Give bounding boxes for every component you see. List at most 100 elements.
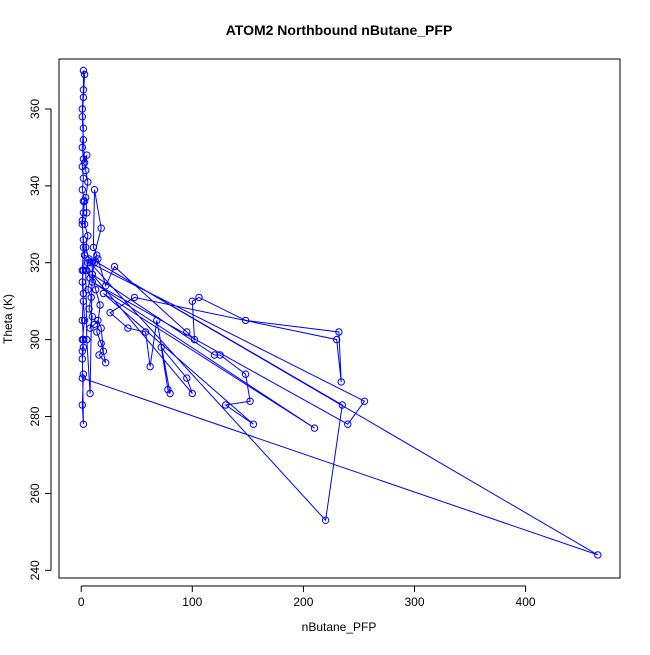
y-axis-label: Theta (K) — [1, 294, 15, 344]
data-point — [310, 424, 319, 432]
data-point — [141, 328, 150, 336]
y-axis: 240 260 280 300 320 340 360 — [28, 99, 52, 580]
data-point — [83, 151, 91, 159]
data-point — [183, 328, 191, 336]
data-point — [110, 262, 119, 271]
data-point — [166, 389, 174, 398]
y-tick-label: 280 — [28, 406, 42, 426]
data-point — [84, 232, 92, 240]
data-point — [78, 401, 87, 409]
data-point — [102, 359, 110, 367]
data-point — [333, 335, 341, 344]
x-axis: 0 100 200 300 400 — [78, 585, 536, 609]
data-point — [82, 193, 90, 202]
data-point — [79, 289, 88, 298]
data-point — [78, 105, 87, 113]
data-point — [79, 243, 88, 252]
x-tick-label: 400 — [516, 595, 536, 609]
x-axis-label: nButane_PFP — [302, 620, 377, 634]
data-point — [106, 309, 114, 317]
data-point — [86, 389, 94, 398]
data-point — [80, 251, 89, 259]
data-point — [79, 66, 88, 75]
data-point — [78, 266, 87, 275]
data-point — [89, 243, 98, 252]
data-point — [80, 159, 89, 167]
data-point — [83, 209, 91, 217]
series-layer — [78, 66, 602, 559]
data-point — [79, 335, 88, 344]
data-point — [79, 86, 88, 94]
data-point — [86, 274, 94, 282]
data-point — [124, 324, 132, 332]
data-point — [78, 374, 87, 382]
chart-title: ATOM2 Northbound nButane_PFP — [226, 22, 453, 38]
data-point — [78, 216, 87, 225]
x-tick-label: 200 — [293, 595, 313, 609]
y-tick-label: 340 — [28, 176, 42, 196]
data-point — [221, 401, 230, 409]
plot-frame — [58, 58, 621, 579]
data-point — [79, 197, 88, 205]
data-point — [82, 266, 90, 275]
data-point — [80, 316, 89, 325]
x-tick-label: 300 — [404, 595, 424, 609]
data-point — [79, 209, 88, 217]
y-tick-label: 320 — [28, 252, 42, 272]
data-point — [88, 278, 97, 286]
data-point — [97, 224, 105, 232]
data-point — [78, 278, 87, 286]
data-point — [82, 243, 90, 252]
data-point — [241, 370, 250, 378]
data-point — [246, 397, 254, 405]
data-point — [86, 324, 94, 332]
data-point — [84, 259, 92, 267]
data-point — [153, 316, 161, 325]
data-point — [79, 370, 88, 378]
data-point — [80, 220, 89, 229]
data-point — [146, 362, 154, 371]
data-point — [84, 286, 92, 294]
data-point — [210, 351, 219, 359]
data-point — [188, 389, 197, 398]
data-point — [78, 143, 87, 152]
data-point — [88, 259, 97, 267]
data-point — [79, 343, 88, 351]
data-point — [97, 324, 105, 332]
data-point — [338, 401, 346, 409]
data-point — [79, 297, 88, 305]
data-point — [99, 347, 108, 355]
data-point — [78, 113, 87, 121]
data-point — [594, 551, 602, 559]
data-point — [79, 236, 88, 244]
data-point — [84, 178, 92, 186]
data-point — [99, 289, 108, 298]
data-point — [82, 166, 90, 175]
data-point — [249, 420, 258, 428]
y-tick-label: 360 — [28, 99, 42, 119]
data-point — [321, 516, 330, 524]
data-point — [78, 316, 87, 325]
y-tick-label: 260 — [28, 483, 42, 503]
data-point — [90, 186, 99, 194]
data-point — [78, 355, 87, 363]
data-point — [93, 251, 101, 259]
data-point — [80, 70, 89, 79]
data-point — [79, 93, 88, 102]
data-point — [164, 385, 172, 394]
x-tick-label: 0 — [78, 595, 85, 609]
data-point — [195, 293, 203, 302]
data-point — [86, 259, 94, 267]
data-point — [360, 397, 369, 405]
data-point — [79, 420, 88, 428]
data-point — [79, 174, 88, 182]
data-point — [79, 136, 88, 144]
data-point — [216, 351, 224, 359]
y-tick-label: 240 — [28, 560, 42, 580]
data-point — [88, 270, 97, 278]
data-point — [241, 316, 250, 325]
data-point — [335, 328, 343, 336]
